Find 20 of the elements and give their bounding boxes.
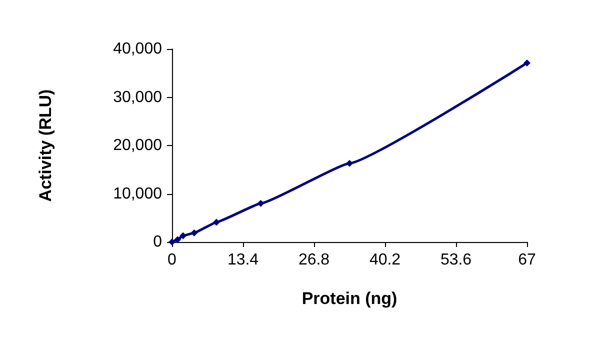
x-tick-label: 53.6 [440, 252, 472, 268]
x-axis-title: Protein (ng) [302, 289, 398, 308]
y-tick-label: 30,000 [113, 88, 162, 106]
y-tick-label: 0 [153, 234, 162, 250]
point [346, 160, 353, 167]
point [174, 236, 182, 244]
y-axis-title: Activity (RLU) [36, 89, 55, 202]
point [212, 218, 220, 226]
x-tick-label: 13.4 [227, 252, 259, 268]
x-tick-label: 67 [518, 252, 536, 268]
y-tick-label: 40,000 [113, 40, 162, 58]
x-tick-label: 0 [168, 252, 177, 268]
y-tick-label: 10,000 [113, 185, 162, 202]
x-tick-label: 26.8 [298, 252, 330, 268]
point [524, 59, 530, 66]
x-tick-label: 40.2 [369, 252, 401, 268]
point [190, 229, 198, 236]
point [180, 232, 187, 240]
y-tick-label: 20,000 [113, 137, 162, 154]
point [257, 200, 264, 207]
